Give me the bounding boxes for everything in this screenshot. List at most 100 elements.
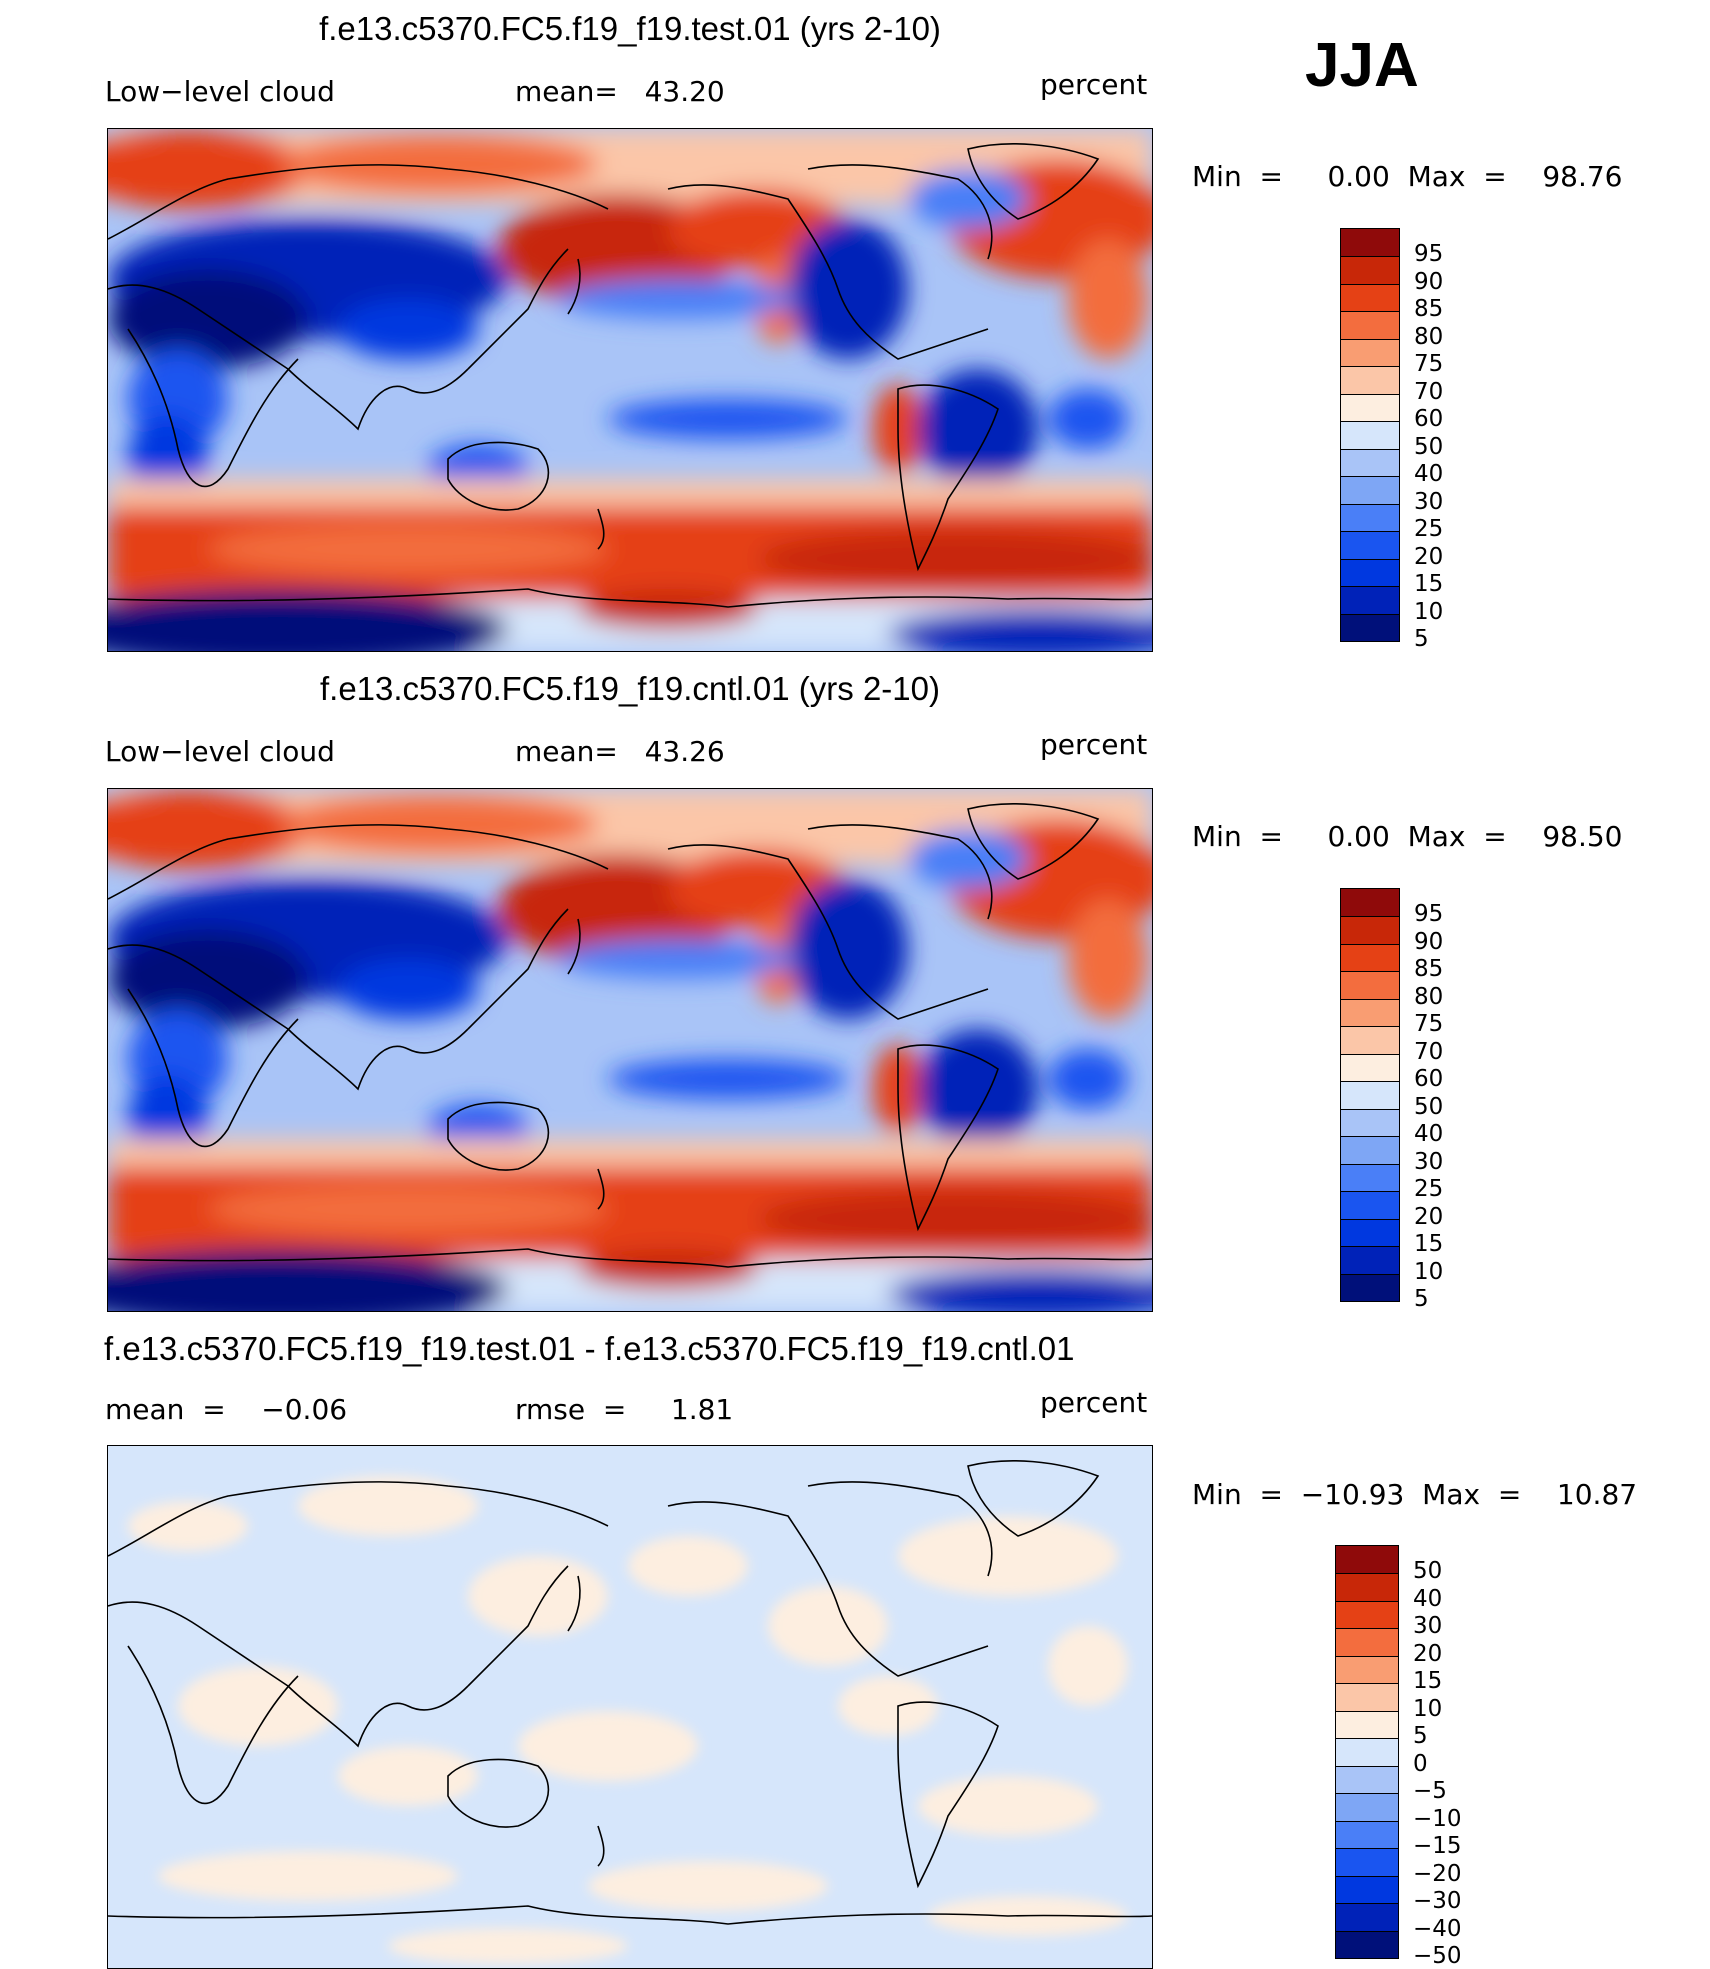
mean-label: mean = −0.06: [105, 1393, 348, 1426]
colorbar-label: 50: [1414, 1093, 1444, 1120]
colorbar-label: −15: [1413, 1833, 1462, 1860]
colorbar-label: 5: [1414, 1286, 1429, 1312]
mean-label: mean= 43.26: [515, 735, 725, 768]
colorbar-label: −5: [1413, 1778, 1447, 1805]
colorbar-cell: [1341, 998, 1399, 1027]
colorbar-label: 5: [1413, 1723, 1428, 1750]
colorbar-label: 95: [1414, 901, 1444, 928]
colorbar-cell: [1341, 916, 1399, 944]
colorbar: [1335, 1545, 1399, 1959]
colorbar-cell: [1336, 1683, 1398, 1711]
map-field: [108, 1446, 1152, 1968]
colorbar-label: −30: [1413, 1888, 1462, 1915]
colorbar-cell: [1341, 1191, 1399, 1219]
colorbar-label: 5: [1414, 626, 1429, 652]
map-field: [108, 129, 1152, 651]
colorbar-cell: [1336, 1628, 1398, 1656]
colorbar-label: 15: [1413, 1668, 1443, 1695]
colorbar-label: 50: [1413, 1558, 1443, 1585]
units-label: percent: [1040, 1386, 1148, 1419]
colorbar-cell: [1341, 1081, 1399, 1109]
colorbar-cell: [1336, 1600, 1398, 1629]
colorbar-cell: [1341, 943, 1399, 972]
colorbar-label: 0: [1413, 1750, 1428, 1777]
cloud-map: [107, 788, 1153, 1312]
map-field: [108, 789, 1152, 1311]
colorbar-cell: [1336, 1820, 1398, 1849]
panel-title: f.e13.c5370.FC5.f19_f19.cntl.01 (yrs 2-1…: [319, 670, 940, 707]
colorbar-cell: [1341, 1026, 1399, 1054]
mean-label: mean= 43.20: [515, 75, 725, 108]
difference-map: [107, 1445, 1153, 1969]
colorbar-cell: [1341, 971, 1399, 999]
colorbar-cell: [1341, 393, 1399, 422]
colorbar-label: 15: [1414, 571, 1444, 598]
colorbar-cell: [1336, 1875, 1398, 1904]
panel-title: f.e13.c5370.FC5.f19_f19.test.01 - f.e13.…: [104, 1330, 1075, 1367]
min-max-label: Min = 0.00 Max = 98.50: [1192, 820, 1623, 853]
colorbar-label: 40: [1414, 1121, 1444, 1148]
colorbar-cell: [1341, 448, 1399, 477]
colorbar-cell: [1341, 311, 1399, 339]
season-label: JJA: [1305, 31, 1419, 100]
colorbar-label: 20: [1413, 1640, 1443, 1667]
colorbar-cell: [1341, 531, 1399, 559]
colorbar-cell: [1336, 1573, 1398, 1601]
colorbar-label: 30: [1414, 488, 1444, 515]
colorbar-cell: [1341, 476, 1399, 504]
colorbar-label: 60: [1414, 406, 1444, 433]
colorbar-label: 40: [1414, 461, 1444, 488]
colorbar-label: 10: [1414, 598, 1444, 625]
colorbar-cell: [1336, 1903, 1398, 1931]
colorbar-label: 40: [1413, 1585, 1443, 1612]
colorbar-cell: [1336, 1848, 1398, 1876]
units-label: percent: [1040, 68, 1148, 101]
colorbar-label: 90: [1414, 928, 1444, 955]
colorbar-cell: [1336, 1738, 1398, 1766]
colorbar-cell: [1341, 613, 1399, 641]
colorbar-cell: [1341, 1136, 1399, 1164]
colorbar-label: 70: [1414, 1038, 1444, 1065]
colorbar-cell: [1341, 1273, 1399, 1301]
colorbar-label: −50: [1413, 1943, 1462, 1969]
colorbar-cell: [1341, 366, 1399, 394]
colorbar-cell: [1341, 421, 1399, 449]
colorbar-cell: [1341, 1218, 1399, 1247]
colorbar-cell: [1341, 1246, 1399, 1274]
colorbar-label: 80: [1414, 323, 1444, 350]
colorbar-label: 50: [1414, 433, 1444, 460]
colorbar-label: 75: [1414, 1011, 1444, 1038]
colorbar-cell: [1336, 1793, 1398, 1821]
min-max-label: Min = −10.93 Max = 10.87: [1192, 1478, 1638, 1511]
colorbar: [1340, 888, 1400, 1302]
colorbar-label: −10: [1413, 1805, 1462, 1832]
rmse-label: rmse = 1.81: [515, 1393, 734, 1426]
colorbar-cell: [1341, 503, 1399, 532]
colorbar-cell: [1341, 1163, 1399, 1192]
colorbar-cell: [1336, 1655, 1398, 1684]
colorbar-label: 20: [1414, 543, 1444, 570]
colorbar-cell: [1341, 256, 1399, 284]
colorbar: [1340, 228, 1400, 642]
colorbar-cell: [1341, 558, 1399, 587]
colorbar-label: 10: [1414, 1258, 1444, 1285]
colorbar-label: 70: [1414, 378, 1444, 405]
colorbar-cell: [1336, 1710, 1398, 1739]
colorbar-cell: [1341, 586, 1399, 614]
colorbar-cell: [1341, 1108, 1399, 1137]
colorbar-label: 90: [1414, 268, 1444, 295]
variable-label: Low−level cloud: [105, 735, 335, 768]
cloud-map: [107, 128, 1153, 652]
colorbar-label: 60: [1414, 1066, 1444, 1093]
colorbar-cell: [1336, 1765, 1398, 1794]
colorbar-label: 30: [1413, 1613, 1443, 1640]
min-max-label: Min = 0.00 Max = 98.76: [1192, 160, 1623, 193]
units-label: percent: [1040, 728, 1148, 761]
colorbar-label: 95: [1414, 241, 1444, 268]
colorbar-label: 80: [1414, 983, 1444, 1010]
colorbar-label: 85: [1414, 956, 1444, 983]
colorbar-cell: [1341, 229, 1399, 257]
colorbar-label: 25: [1414, 516, 1444, 543]
colorbar-label: −20: [1413, 1860, 1462, 1887]
colorbar-cell: [1336, 1930, 1398, 1958]
